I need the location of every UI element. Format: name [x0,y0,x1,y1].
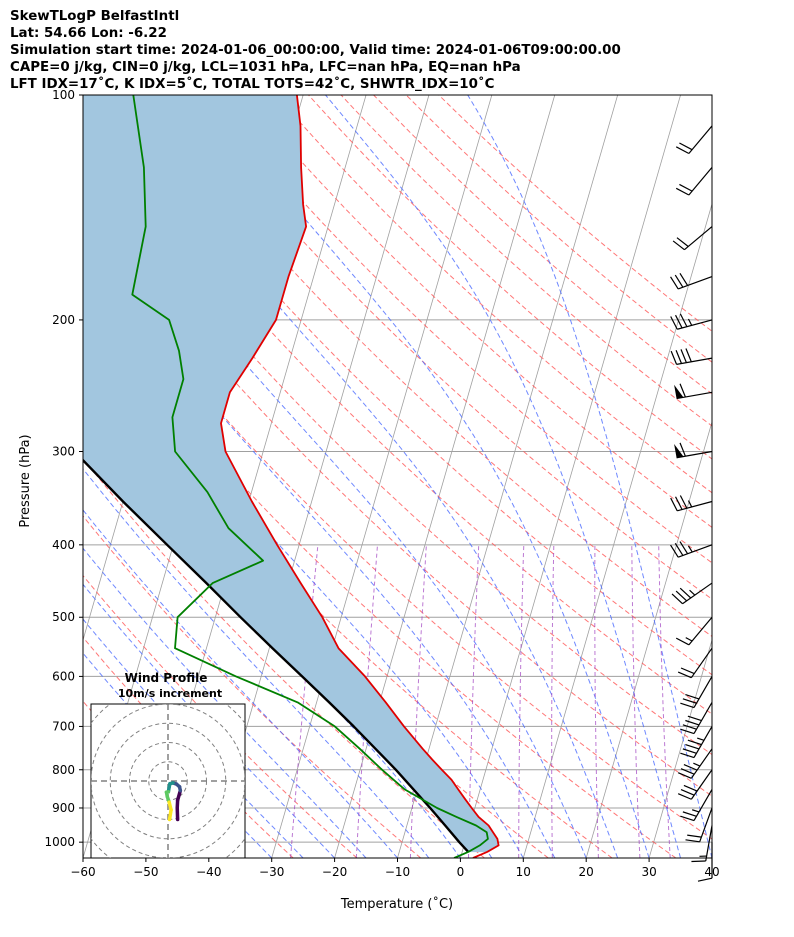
y-tick-label: 1000 [44,835,75,849]
hodograph-trace-segment [167,808,173,822]
y-tick-label: 700 [52,719,75,733]
wind-barb [674,383,713,400]
moist-adiabat [83,241,556,858]
isotherm-line [271,95,493,858]
mixing-ratio-line [594,544,599,858]
y-tick-label: 800 [52,763,75,777]
moist-adiabat [83,583,335,858]
hodograph-ring [129,742,207,820]
mixing-ratio-line [551,544,555,858]
hodograph-title: Wind Profile [125,671,208,685]
dry-adiabat [405,95,712,363]
x-tick-label: −50 [133,865,158,879]
wind-barb [675,125,713,155]
mixing-ratio-line [409,544,427,858]
dry-adiabat [83,243,712,840]
y-tick-label: 400 [52,538,75,552]
dry-adiabat [308,95,712,460]
y-tick-label: 200 [52,313,75,327]
wind-barb [672,226,713,251]
parcel-profile-line [83,458,470,853]
hodograph-ring [109,722,227,840]
wind-barb [680,726,713,759]
isotherm-line [522,202,712,858]
moist-adiabat [83,547,367,858]
wind-barb [677,769,713,800]
x-tick-label: 0 [457,865,465,879]
moist-adiabat [109,95,619,858]
moist-adiabat [83,157,587,858]
moist-adiabat [325,95,681,858]
x-tick-label: −20 [322,865,347,879]
dry-adiabat [373,95,712,395]
wind-barb [680,702,713,735]
dry-adiabat [242,95,712,529]
x-tick-label: 20 [579,865,594,879]
mixing-ratio-line [658,544,671,858]
x-tick-label: 40 [704,865,719,879]
wind-barb [674,442,713,459]
y-axis-label: Pressure (hPa) [18,434,33,527]
hodograph-subtitle: 10m/s increment [118,687,222,700]
wind-barb [675,167,713,196]
wind-barb [670,273,713,290]
dry-adiabat [275,95,712,494]
dry-adiabat [83,193,712,797]
wind-barb [670,541,713,558]
mixing-ratio-line [518,544,525,858]
wind-barb [680,676,713,709]
cin-shaded-area [83,95,498,853]
x-tick-label: 30 [641,865,656,879]
wind-barb [671,582,713,605]
x-tick-label: −30 [259,865,284,879]
x-tick-label: −60 [70,865,95,879]
title-station: SkewTLogP BelfastIntl [10,9,180,24]
x-tick-label: 10 [516,865,531,879]
y-tick-label: 600 [52,669,75,683]
isotherm-line [397,95,619,858]
wind-barb [691,825,713,863]
wind-barb [677,748,713,779]
temperature-line [220,95,500,858]
isotherm-line [585,420,712,858]
isotherm-line [648,638,712,858]
y-tick-label: 900 [52,801,75,815]
chart-title-block: SkewTLogP BelfastIntl Lat: 54.66 Lon: -6… [10,8,621,93]
isotherm-line [460,95,681,858]
mixing-ratio-line [290,544,319,858]
y-tick-label: 100 [52,88,75,102]
moist-adiabat [83,509,398,858]
wind-barb [670,348,713,365]
wind-barb [670,495,713,512]
moist-adiabat [202,95,650,858]
x-axis-label: Temperature (˚C) [340,896,453,912]
title-times: Simulation start time: 2024-01-06_00:00:… [10,43,621,58]
moist-adiabat [467,95,712,858]
x-tick-label: −40 [196,865,221,879]
wind-barb [675,616,713,646]
wind-barb [677,647,713,679]
mixing-ratio-line [631,544,641,858]
x-tick-label: −10 [385,865,410,879]
dry-adiabat [438,95,712,332]
wind-barb [685,807,713,843]
isotherm-line [711,856,712,858]
y-tick-label: 500 [52,610,75,624]
wind-barb [670,313,713,330]
title-indices: LFT IDX=17˚C, K IDX=5˚C, TOTAL TOTS=42˚C… [10,77,495,92]
dewpoint-line [131,95,489,858]
moist-adiabat [83,618,304,858]
dry-adiabat [83,97,712,715]
y-tick-label: 300 [52,444,75,458]
wind-barb [680,789,713,822]
title-cape: CAPE=0 j/kg, CIN=0 j/kg, LCL=1031 hPa, L… [10,60,521,75]
hodograph-inset: Wind Profile 10m/s increment [90,671,246,859]
title-location: Lat: 54.66 Lon: -6.22 [10,26,167,41]
